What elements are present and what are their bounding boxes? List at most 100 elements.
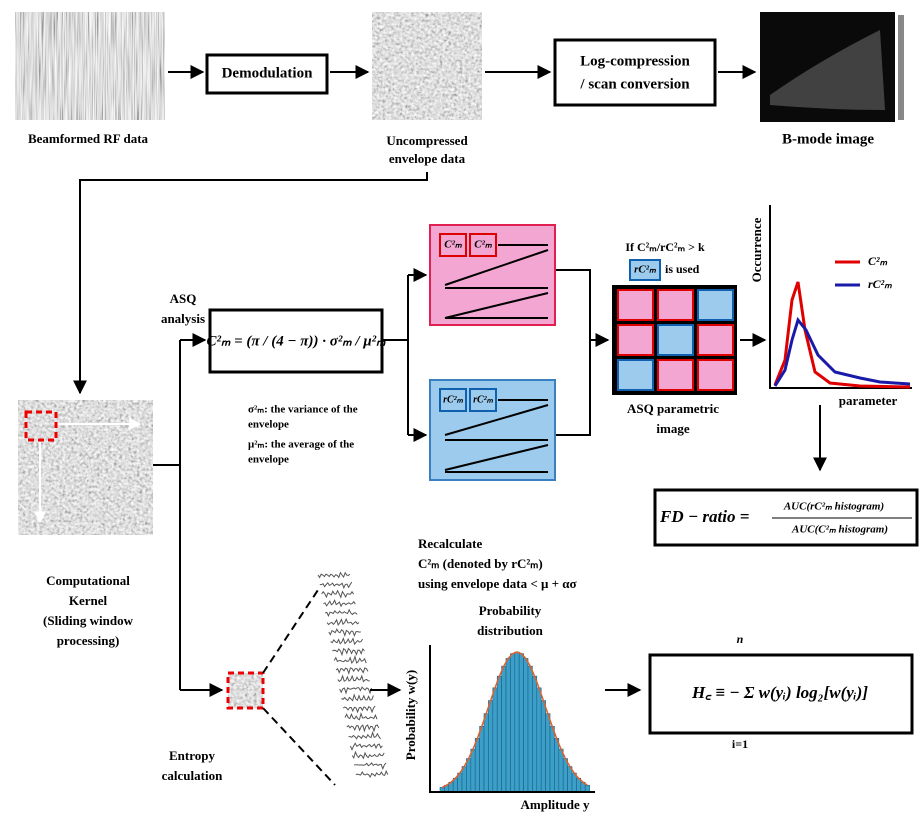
signal-trace — [340, 687, 372, 693]
grid-cell — [698, 290, 733, 320]
patch — [228, 673, 263, 708]
legend-text: C²ₘ — [868, 254, 888, 268]
hist-bar — [568, 767, 572, 792]
pink-cell-text: C²ₘ — [444, 239, 463, 251]
rf-image — [15, 12, 165, 120]
param-label: ASQ parametric — [627, 401, 719, 416]
hist-bar — [519, 654, 523, 792]
hist-x-label: Amplitude y — [521, 797, 590, 812]
hist-bar — [471, 749, 475, 792]
signal-trace — [347, 725, 379, 731]
kernel-label: (Sliding window — [43, 613, 134, 628]
signal-trace — [322, 591, 354, 598]
hist-bar — [546, 714, 550, 792]
hist-bar — [502, 666, 506, 792]
hist-bar — [475, 738, 479, 792]
kernel-label: processing) — [57, 633, 120, 648]
recalc-text: Recalculate — [418, 536, 482, 551]
logc-text: Log-compression — [580, 53, 690, 69]
kernel-image — [18, 400, 153, 535]
hist-bar — [563, 759, 567, 792]
grid-cell — [698, 360, 733, 390]
blue-cell-text: rC²ₘ — [443, 394, 464, 405]
recalc-text: C²ₘ (denoted by rC²ₘ) — [418, 556, 543, 571]
hist-y-label: Probability w(y) — [403, 670, 418, 760]
signal-trace — [352, 752, 384, 758]
definition: envelope — [248, 419, 289, 431]
hist-bar — [524, 658, 528, 792]
signal-trace — [329, 629, 361, 635]
signal-trace — [320, 582, 352, 588]
hist-bar — [541, 701, 545, 792]
hist-bar — [506, 658, 510, 792]
hist-title: distribution — [477, 623, 544, 638]
diagram: Beamformed RF data Demodulation Uncompre… — [0, 0, 920, 816]
signal-trace — [338, 676, 370, 682]
connector — [556, 270, 590, 435]
rf-label: Beamformed RF data — [28, 131, 149, 146]
hist-bar — [559, 749, 563, 792]
definition: μ²ₘ: the average of the — [248, 439, 354, 451]
signal-trace — [349, 733, 381, 739]
used-text: is used — [665, 262, 700, 276]
grid-cell — [618, 290, 653, 320]
signal-trace — [356, 771, 388, 777]
hist-bar — [488, 701, 492, 792]
asq-label: analysis — [161, 311, 205, 326]
signal-trace — [325, 610, 357, 616]
legend-text: rC²ₘ — [868, 277, 892, 291]
used-cell-text: rC²ₘ — [634, 264, 657, 276]
kernel-label: Computational — [46, 573, 130, 588]
zoom-line — [263, 590, 318, 673]
kernel-label: Kernel — [69, 593, 108, 608]
hist-bar — [484, 714, 488, 792]
curve-cm — [775, 282, 910, 387]
grid-cell — [698, 325, 733, 355]
hist-bar — [480, 726, 484, 792]
hist-bar — [462, 767, 466, 792]
envelope-image — [372, 12, 482, 120]
definition: σ²ₘ: the variance of the — [248, 404, 358, 416]
histogram — [440, 652, 590, 792]
logc-box — [555, 40, 715, 105]
recalc-text: using envelope data < μ + ασ — [418, 576, 577, 591]
asq-label: ASQ — [170, 291, 197, 306]
asq-formula: C²ₘ = (π / (4 − π)) · σ²ₘ / μ²ₘ — [206, 333, 386, 349]
hist-title: Probability — [479, 603, 542, 618]
envelope-label: envelope data — [389, 151, 466, 166]
condition: If C²ₘ/rC²ₘ > k — [625, 240, 705, 254]
grid-cell — [658, 325, 693, 355]
signal-trace — [318, 573, 350, 578]
fd-denominator: AUC(C²ₘ histogram) — [791, 524, 888, 536]
signal-trace — [336, 668, 368, 673]
signal-trace — [354, 763, 386, 769]
zoom-line — [263, 708, 335, 785]
hist-bar — [532, 676, 536, 792]
signal-traces — [318, 573, 388, 777]
bmode-label: B-mode image — [782, 131, 874, 147]
fd-numerator: AUC(rC²ₘ histogram) — [783, 501, 884, 513]
definition: envelope — [248, 454, 289, 466]
envelope-label: Uncompressed — [386, 133, 468, 148]
sum-bottom: i=1 — [732, 737, 748, 751]
grid-cell — [658, 360, 693, 390]
signal-trace — [350, 743, 382, 749]
curve-rcm — [775, 320, 910, 386]
demod-text: Demodulation — [222, 65, 314, 81]
plot-y-label: Occurrence — [749, 217, 764, 282]
logc-text: / scan conversion — [579, 76, 690, 92]
plot-x-label: parameter — [839, 393, 898, 408]
signal-trace — [341, 695, 373, 701]
hist-bar — [550, 726, 554, 792]
hist-bar — [585, 785, 589, 792]
signal-trace — [323, 600, 355, 606]
plot-axes — [770, 205, 912, 388]
hist-bar — [515, 652, 519, 792]
entropy-formula: H꜀ ≡ − Σ w(yᵢ) log₂[w(yᵢ)] — [691, 683, 868, 702]
blue-cell-text: rC²ₘ — [473, 394, 494, 405]
entropy-label: Entropy — [169, 748, 215, 763]
grid-cell — [618, 325, 653, 355]
fd-lhs: FD − ratio = — [659, 507, 749, 526]
hist-bar — [497, 676, 501, 792]
signal-trace — [345, 714, 377, 720]
